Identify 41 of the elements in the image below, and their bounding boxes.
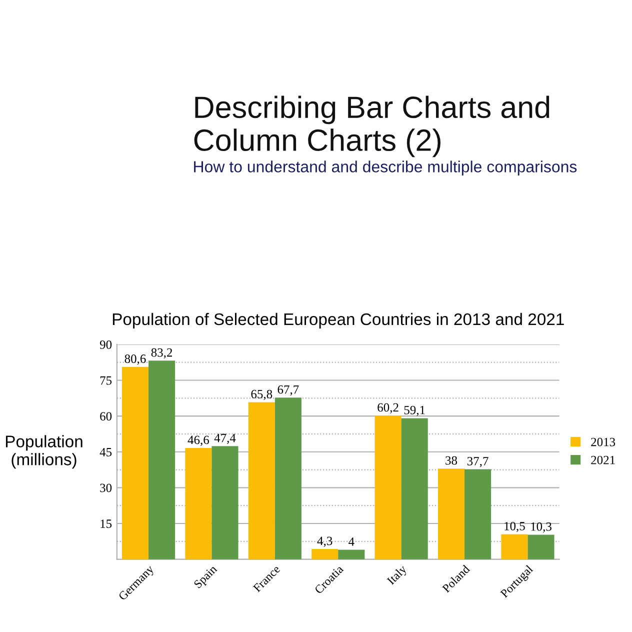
bar (464, 469, 492, 560)
data-label: 60,2 (378, 403, 398, 414)
y-tick-label: 15 (100, 520, 112, 528)
data-label: 38 (446, 456, 458, 465)
chart-title: Population of Selected European Countries in 2013 and 2021 (112, 312, 564, 328)
x-tick-label: Italy (386, 564, 409, 587)
data-label: 46,6 (188, 436, 210, 446)
bar (248, 402, 275, 560)
data-label: 80,6 (124, 354, 146, 365)
bar (212, 446, 238, 560)
data-label: 67,7 (278, 385, 299, 396)
data-label: 4 (348, 537, 354, 546)
bar (148, 360, 176, 560)
data-label: 83,2 (151, 348, 172, 359)
bar (338, 550, 365, 560)
legend-label: 2013 (591, 438, 616, 446)
bar (312, 549, 338, 560)
bar (528, 534, 554, 560)
y-tick-label: 75 (100, 376, 112, 385)
data-label: 37,7 (467, 456, 488, 468)
data-label: 4,3 (317, 536, 332, 547)
data-label: 59,1 (404, 406, 425, 416)
legend-label: 2021 (591, 456, 615, 464)
bar (274, 398, 302, 560)
data-label: 10,5 (504, 522, 525, 532)
bar (185, 448, 212, 560)
bar (501, 534, 528, 560)
y-tick-label: 60 (100, 412, 112, 421)
text: Describing Bar Charts and Column Charts (2) (194, 96, 550, 158)
y-tick-label: 90 (100, 340, 112, 349)
y-tick-label: 45 (100, 448, 112, 456)
text: How to understand and describe multiple comparisons (194, 160, 577, 176)
data-label: 65,8 (251, 390, 272, 400)
bar (374, 416, 402, 560)
y-axis-title: Population (millions) (6, 435, 82, 469)
bar (401, 418, 428, 560)
data-label: 10,3 (531, 522, 552, 533)
data-label: 47,4 (214, 434, 236, 444)
bar (438, 468, 465, 560)
y-tick-label: 30 (100, 484, 112, 492)
bar (122, 366, 149, 560)
